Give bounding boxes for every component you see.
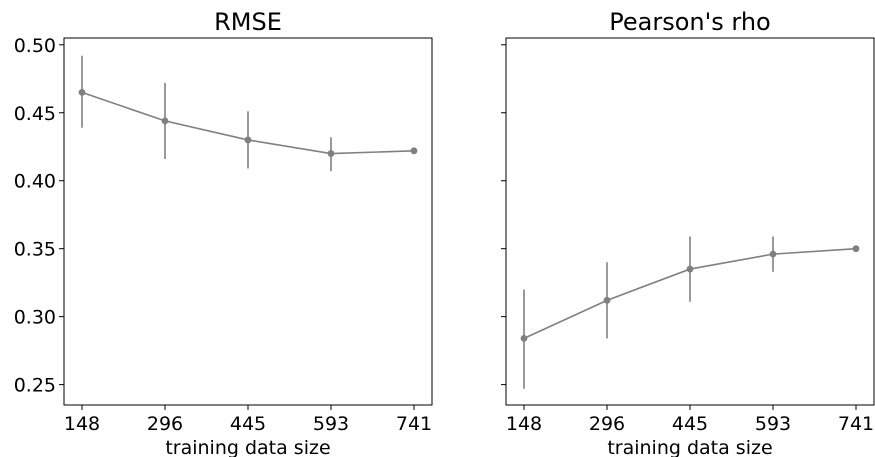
y-tick-label: 0.50 [14,35,56,57]
y-tick-label: 0.40 [14,171,56,193]
x-tick-label: 741 [838,413,874,435]
chart-title: Pearson's rho [609,8,770,36]
x-tick-label: 445 [230,413,266,435]
data-point [327,150,335,157]
x-tick-label: 593 [755,413,791,435]
data-point [78,88,86,96]
y-tick-label: 0.35 [14,239,56,261]
x-tick-label: 445 [672,413,708,435]
x-tick-label: 741 [396,413,432,435]
x-axis-label: training data size [165,437,330,457]
chart-title: RMSE [214,8,282,36]
x-tick-label: 296 [147,413,183,435]
data-point [686,265,694,273]
y-tick-label: 0.45 [14,103,56,125]
x-tick-label: 296 [589,413,625,435]
y-tick-label: 0.30 [14,307,56,329]
data-point [603,296,611,304]
y-tick-label: 0.25 [14,375,56,397]
x-tick-label: 148 [64,413,100,435]
data-point [852,245,860,253]
data-point [244,136,252,144]
x-axis-label: training data size [607,437,772,457]
data-point [161,117,169,125]
data-point [520,334,528,342]
x-tick-label: 593 [313,413,349,435]
data-point [769,250,777,258]
data-point [410,147,418,155]
rmse-chart: RMSE 148 296 445 593 741 training data size 0.2… [14,8,433,457]
x-tick-label: 148 [506,413,542,435]
pearson-rho-chart: Pearson's rho 148 296 445 593 741 training dat… [501,8,875,457]
